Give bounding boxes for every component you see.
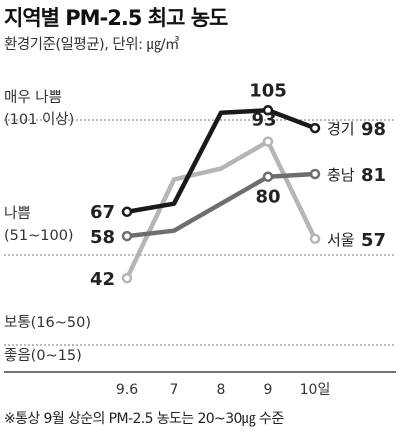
data-label: 93	[251, 110, 276, 131]
data-point	[309, 168, 321, 180]
data-point	[262, 105, 274, 116]
chart-subtitle: 환경기준(일평균), 단위: ㎍/㎥	[4, 37, 179, 53]
data-label: 80	[255, 187, 280, 208]
band-label: 매우 나쁨	[4, 89, 62, 106]
series-name-label: 충남	[327, 166, 355, 184]
data-label: 105	[249, 80, 287, 101]
band-label: 나쁨	[4, 205, 31, 222]
x-tick-label: 10일	[300, 382, 331, 398]
x-tick-label: 9	[264, 382, 273, 398]
band-range-label: (101 이상)	[4, 111, 74, 128]
data-point	[262, 171, 274, 182]
data-label: 42	[90, 269, 115, 290]
x-tick-label: 8	[217, 382, 226, 398]
data-point	[121, 230, 133, 242]
data-label: 98	[361, 119, 386, 140]
data-point	[121, 206, 133, 218]
data-label: 57	[361, 230, 386, 251]
x-tick-label: 9.6	[116, 382, 138, 398]
data-label: 67	[90, 202, 115, 223]
series-name-label: 서울	[327, 231, 355, 249]
band-label: 좋음(0~15)	[4, 348, 82, 364]
x-tick-label: 7	[170, 382, 179, 398]
data-point	[309, 122, 321, 134]
footnote: ※통상 9월 상순의 PM-2.5 농도는 20~30㎍ 수준	[4, 411, 284, 427]
series-line	[124, 139, 318, 281]
data-label: 58	[90, 227, 115, 248]
data-label: 81	[361, 165, 386, 186]
band-range-label: (51~100)	[4, 228, 74, 244]
data-point	[262, 136, 274, 147]
series-name-label: 경기	[327, 120, 355, 138]
band-label: 보통(16~50)	[4, 315, 91, 331]
series-line	[124, 108, 318, 215]
series-line	[124, 171, 318, 239]
data-point	[121, 272, 133, 284]
data-point	[309, 233, 321, 245]
chart-title: 지역별 PM-2.5 최고 농도	[4, 6, 228, 30]
